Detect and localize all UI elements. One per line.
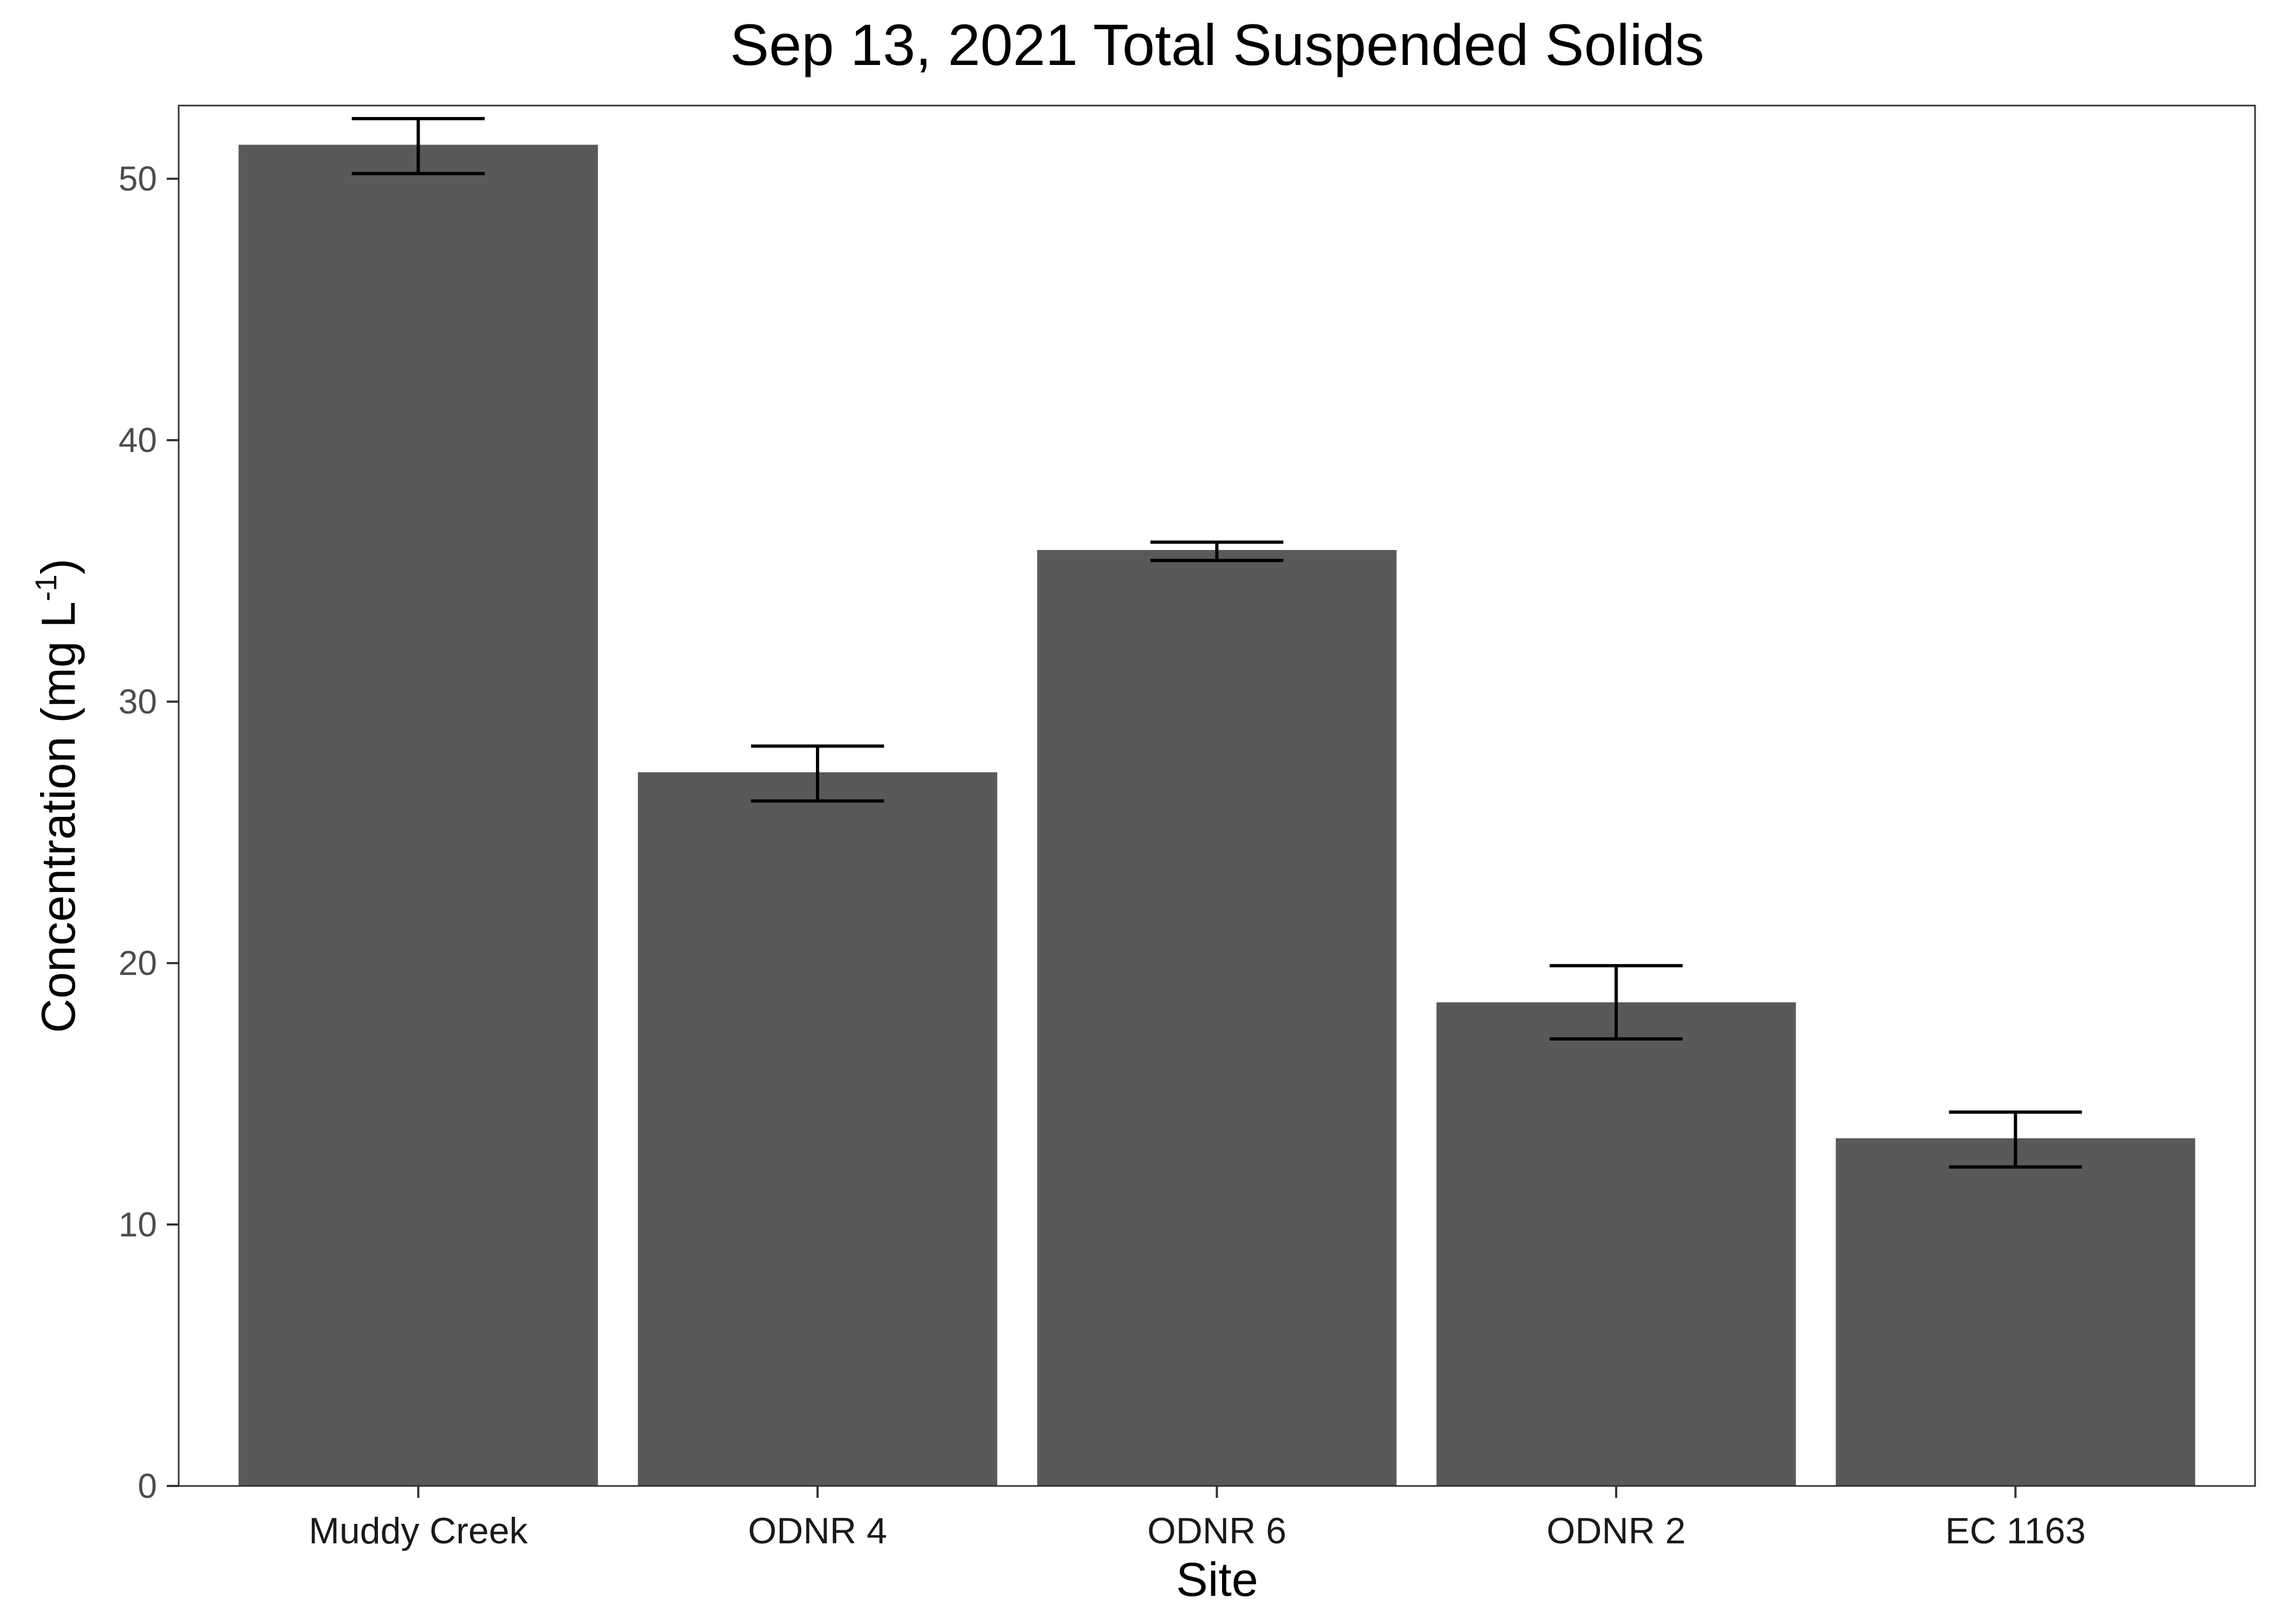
y-axis-title-main: Concentration (mg L xyxy=(31,601,85,1033)
y-axis-title: Concentration (mg L-1) xyxy=(29,559,85,1033)
x-tick-label: ODNR 6 xyxy=(1147,1510,1286,1551)
error-bar xyxy=(1550,964,1683,1041)
plot-area xyxy=(238,117,2195,1487)
y-tick-label: 30 xyxy=(119,682,157,721)
bar xyxy=(1835,1138,2195,1486)
error-bar xyxy=(751,744,884,803)
y-tick-label: 20 xyxy=(119,944,157,983)
chart-title: Sep 13, 2021 Total Suspended Solids xyxy=(730,12,1704,77)
x-tick-label: ODNR 4 xyxy=(748,1510,887,1551)
bar xyxy=(1037,550,1397,1486)
bar xyxy=(1436,1002,1796,1486)
bar xyxy=(238,145,598,1487)
y-axis-title-superscript: -1 xyxy=(29,574,63,601)
y-tick-label: 10 xyxy=(119,1205,157,1244)
error-bar xyxy=(1150,540,1284,562)
bar xyxy=(638,772,997,1486)
y-tick-label: 0 xyxy=(138,1466,157,1505)
x-tick-label: Muddy Creek xyxy=(309,1510,528,1551)
error-bar xyxy=(1949,1110,2082,1169)
x-axis-title: Site xyxy=(1176,1553,1258,1606)
y-axis-title-suffix: ) xyxy=(31,559,85,574)
axes: Muddy Creek ODNR 4 ODNR 6 ODNR 2 EC 1163 0 10 2… xyxy=(119,159,2086,1551)
y-tick-label: 50 xyxy=(119,159,157,198)
error-bar xyxy=(351,117,485,175)
x-tick-label: EC 1163 xyxy=(1945,1510,2086,1551)
x-tick-label: ODNR 2 xyxy=(1547,1510,1686,1551)
y-tick-label: 40 xyxy=(119,421,157,460)
